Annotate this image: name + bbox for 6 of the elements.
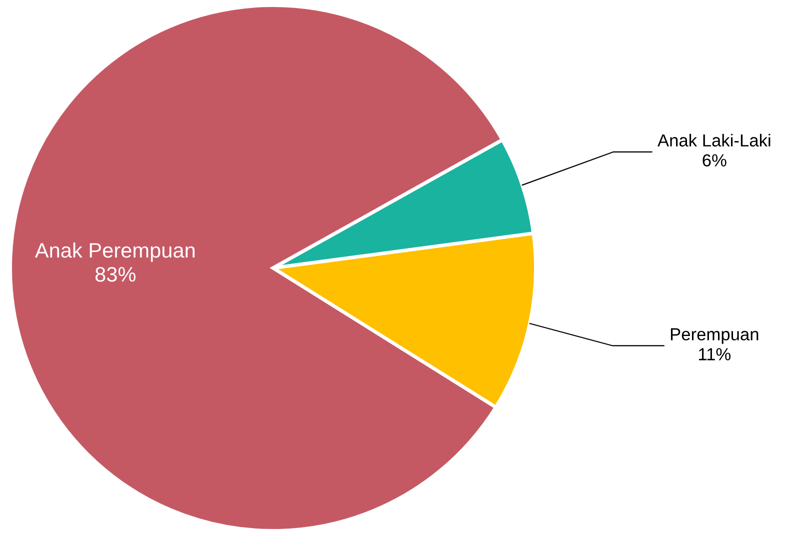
slice-label: Perempuan xyxy=(670,328,758,344)
slice-label: Anak Perempuan xyxy=(34,242,195,262)
data-label: 11% xyxy=(699,348,731,360)
data-label: 83% xyxy=(95,266,136,282)
slice-label: Anak Laki-Laki xyxy=(658,134,770,147)
data-label: 6% xyxy=(702,154,726,167)
